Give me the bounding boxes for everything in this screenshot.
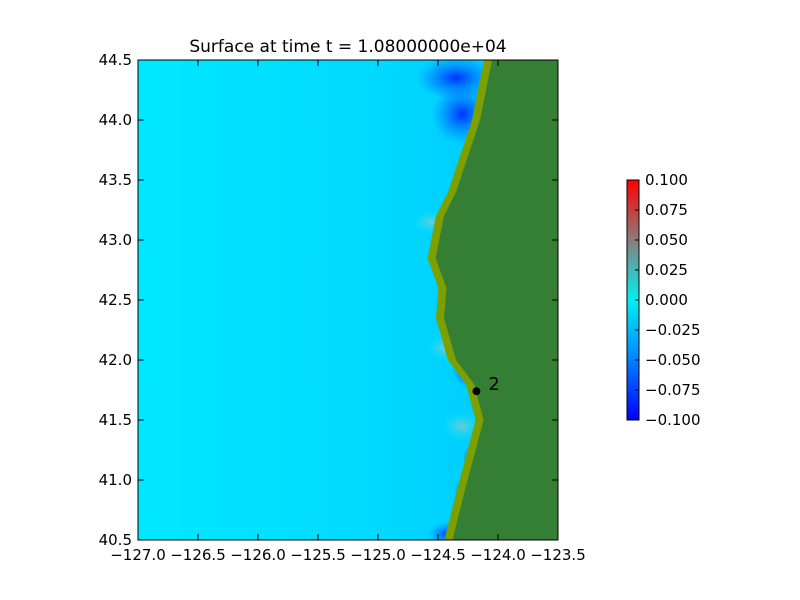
colorbar: 0.100 0.075 0.050 0.025 0.000 −0.025 −0.050 −0.… (626, 171, 701, 429)
colorbar-tick-label: 0.100 (645, 171, 688, 189)
x-tick-label: −126.5 (170, 546, 226, 564)
chart-title: Surface at time t = 1.08000000e+04 (189, 37, 506, 57)
colorbar-tick-label: 0.050 (645, 231, 688, 249)
x-tick-label: −124.0 (470, 546, 526, 564)
colorbar-ticks: 0.100 0.075 0.050 0.025 0.000 −0.025 −0.050 −0.… (635, 171, 701, 429)
gauge-label: 2 (488, 374, 499, 395)
y-tick-label: 40.5 (99, 531, 132, 549)
gauges: 2 (472, 374, 500, 396)
y-tick-label: 44.5 (99, 51, 132, 69)
colorbar-tick-label: −0.025 (645, 321, 701, 339)
colorbar-tick-label: −0.050 (645, 351, 701, 369)
x-tick-label: −125.5 (290, 546, 346, 564)
land-area (435, 60, 558, 540)
x-tick-label: −127.0 (110, 546, 166, 564)
y-tick-label: 43.0 (99, 231, 132, 249)
y-tick-label: 41.0 (99, 471, 132, 489)
colorbar-tick-label: 0.000 (645, 291, 688, 309)
x-tick-label: −124.5 (410, 546, 466, 564)
y-tick-label: 41.5 (99, 411, 132, 429)
y-tick-label: 42.0 (99, 351, 132, 369)
colorbar-tick-label: 0.025 (645, 261, 688, 279)
y-tick-label: 42.5 (99, 291, 132, 309)
x-tick-label: −125.0 (350, 546, 406, 564)
x-tick-label: −126.0 (230, 546, 286, 564)
surface-map (138, 60, 558, 540)
y-axis-ticks: 40.5 41.0 41.5 42.0 42.5 43.0 43.5 44.0 44.5 (99, 51, 558, 549)
x-tick-label: −123.5 (530, 546, 586, 564)
y-tick-label: 43.5 (99, 171, 132, 189)
y-tick-label: 44.0 (99, 111, 132, 129)
gauge-marker (472, 387, 481, 396)
colorbar-tick-label: −0.100 (645, 411, 701, 429)
x-axis-ticks: −127.0 −126.5 −126.0 −125.5 −125.0 −124.5 −124… (110, 60, 586, 564)
colorbar-tick-label: −0.075 (645, 381, 701, 399)
colorbar-tick-label: 0.075 (645, 201, 688, 219)
